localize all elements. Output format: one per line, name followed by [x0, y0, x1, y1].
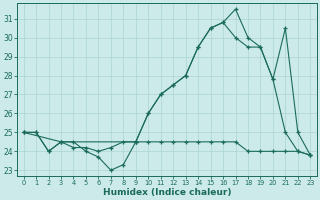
- X-axis label: Humidex (Indice chaleur): Humidex (Indice chaleur): [103, 188, 231, 197]
